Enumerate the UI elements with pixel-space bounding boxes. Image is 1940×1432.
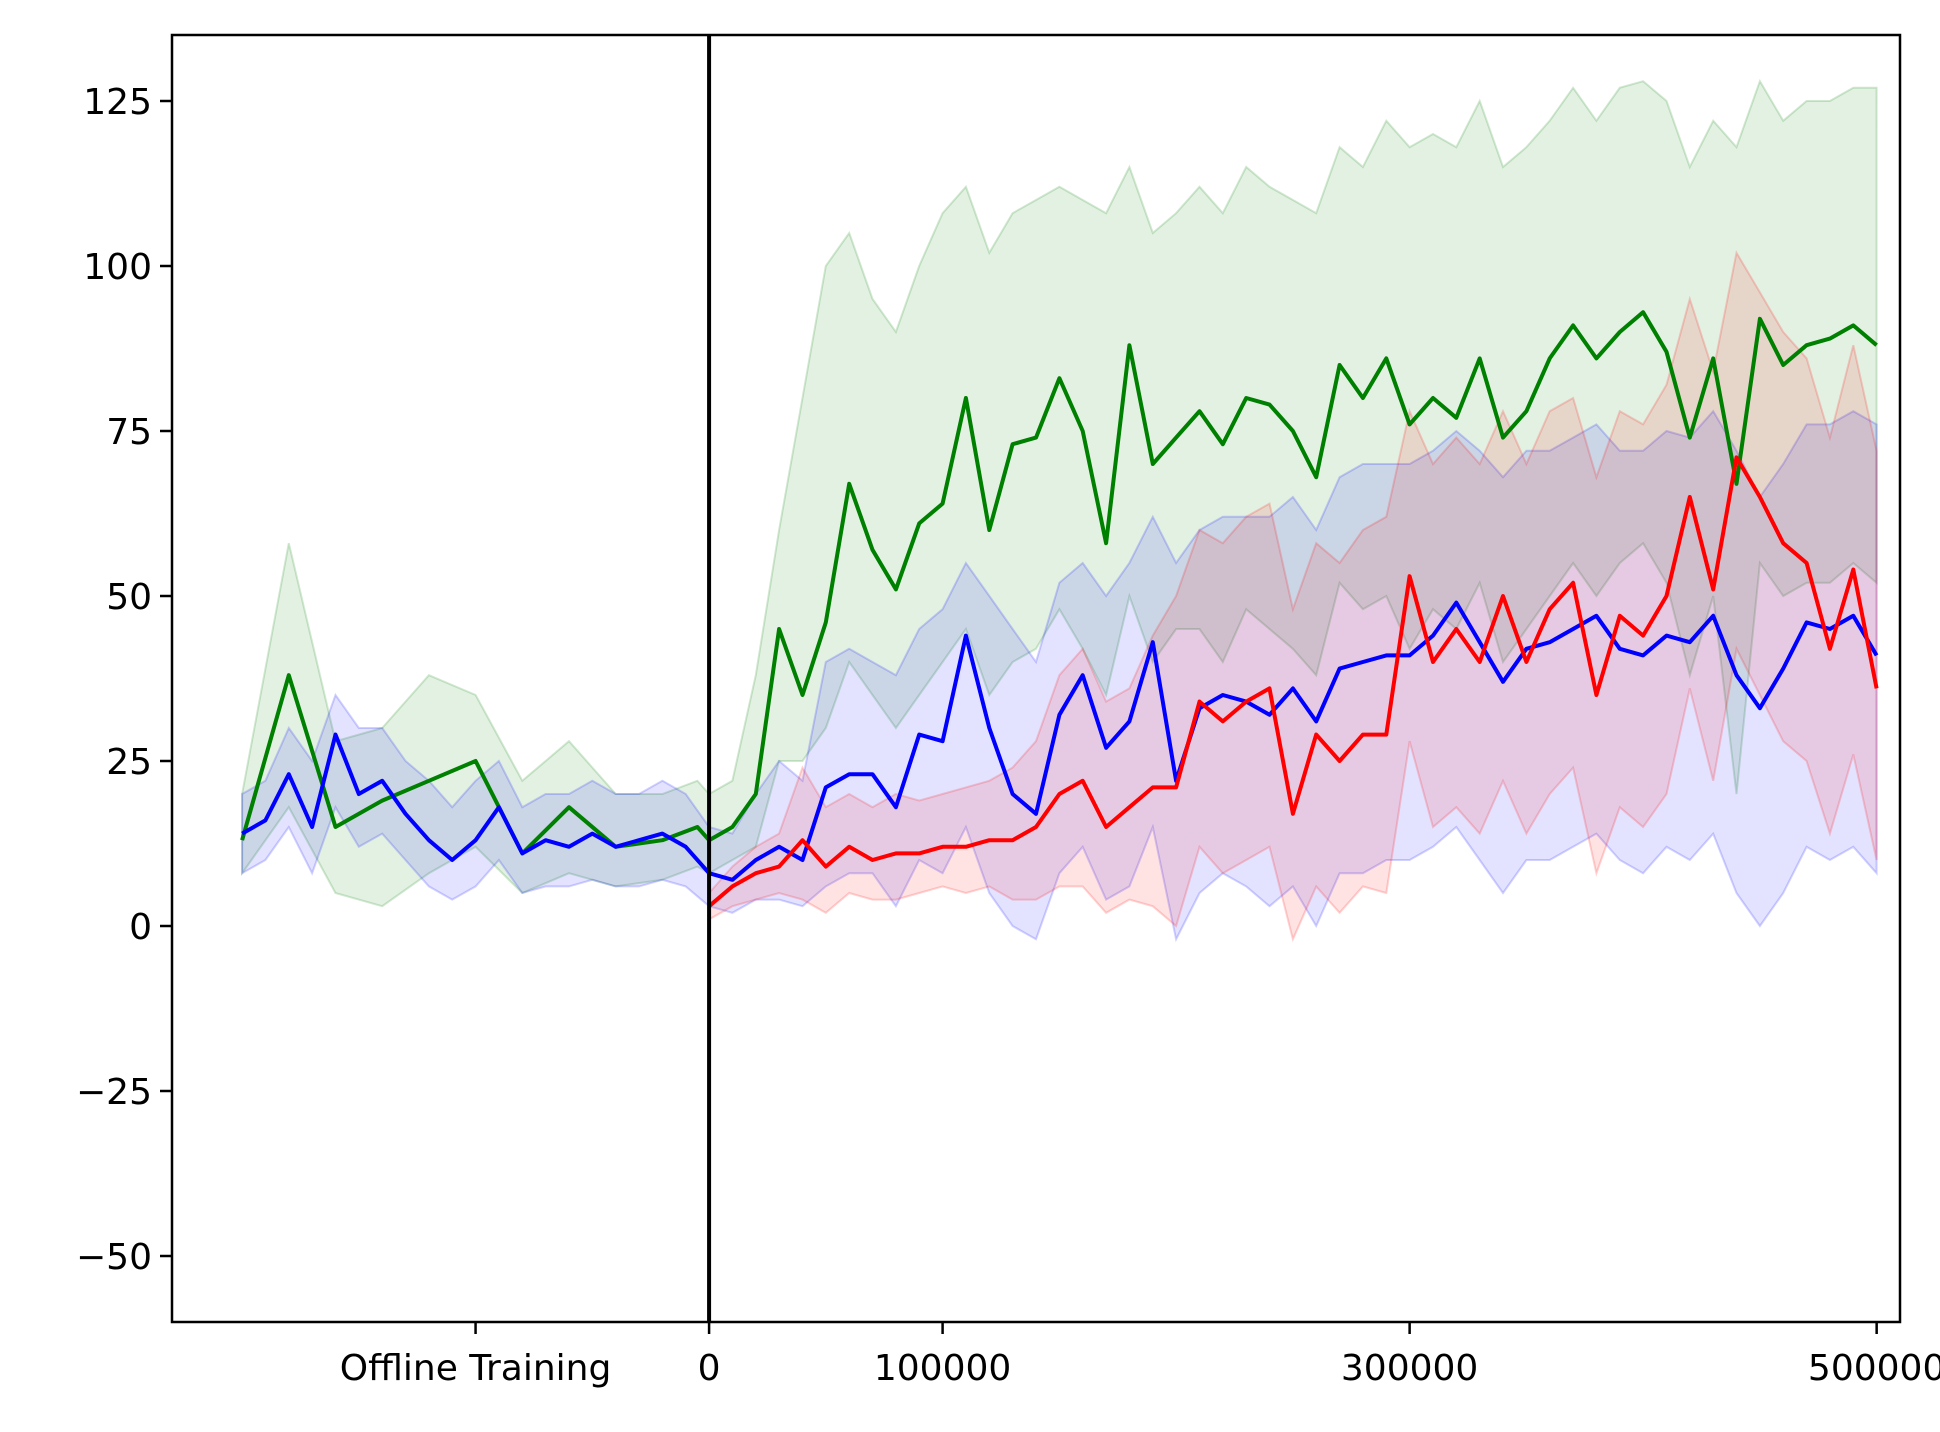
y-tick-label: 0 bbox=[129, 907, 152, 948]
x-tick-label: 0 bbox=[698, 1348, 721, 1389]
y-tick-label: −25 bbox=[76, 1072, 152, 1113]
series-0-line bbox=[240, 310, 1878, 856]
y-tick-label: 100 bbox=[83, 247, 152, 288]
plot-frame bbox=[170, 33, 1902, 1324]
x-axis-ticks: Offline Training 0 100000 300000 500000 bbox=[340, 1322, 1940, 1389]
y-tick-label: −50 bbox=[76, 1237, 152, 1278]
series-2-band bbox=[708, 250, 1878, 943]
y-tick-label: 125 bbox=[83, 82, 152, 123]
y-tick-label: 75 bbox=[106, 412, 152, 453]
series-lines bbox=[240, 310, 1879, 908]
plot-background bbox=[172, 35, 1900, 1322]
x-tick-label: 300000 bbox=[1341, 1348, 1478, 1389]
series-2-line bbox=[707, 455, 1879, 908]
series-1-line bbox=[241, 600, 1879, 882]
series-1-band bbox=[241, 409, 1878, 943]
confidence-bands bbox=[241, 78, 1878, 943]
y-axis-ticks: 125 100 75 50 25 0 −25 −50 bbox=[76, 82, 172, 1278]
x-tick-label: Offline Training bbox=[340, 1348, 612, 1389]
series-0-band bbox=[241, 78, 1878, 908]
x-tick-label: 500000 bbox=[1808, 1348, 1940, 1389]
y-tick-label: 25 bbox=[106, 742, 152, 783]
x-tick-label: 100000 bbox=[874, 1348, 1011, 1389]
y-tick-label: 50 bbox=[106, 577, 152, 618]
